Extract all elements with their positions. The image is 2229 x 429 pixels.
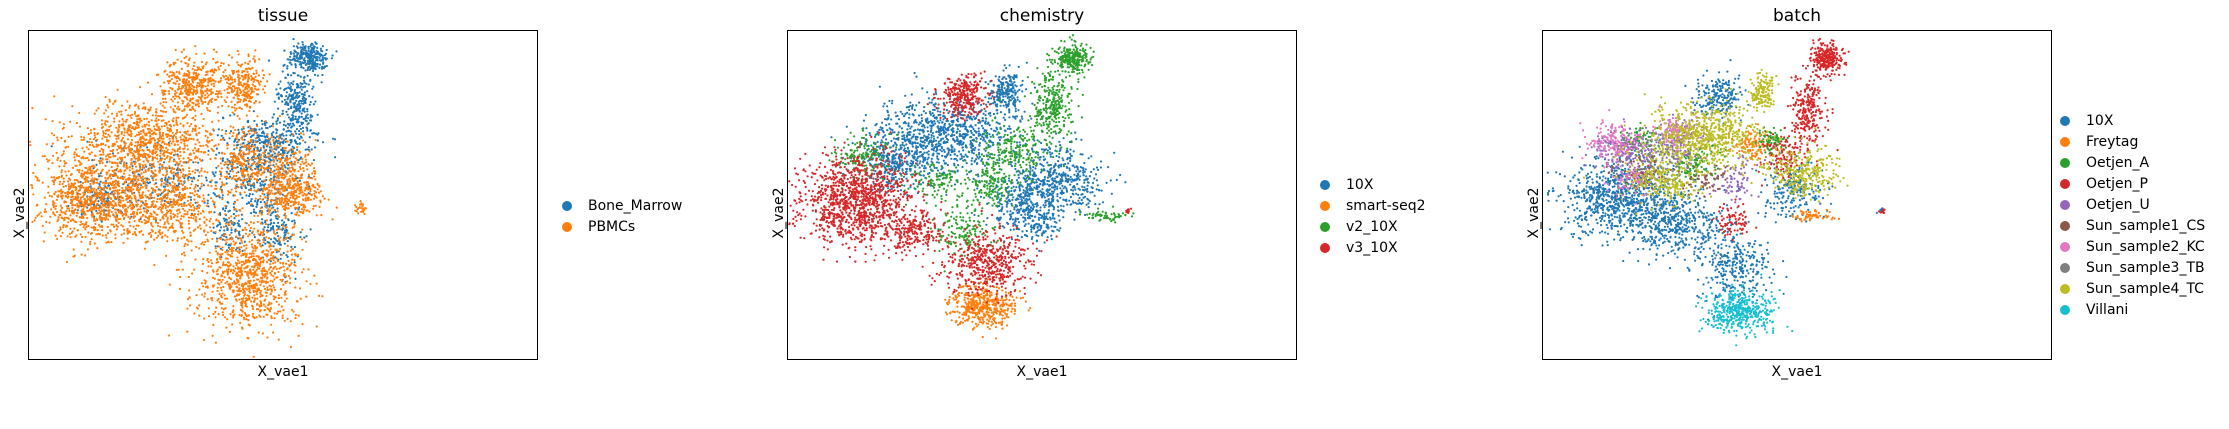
series-v3-10x (788, 70, 1133, 310)
legend-item: 10X (2060, 110, 2205, 131)
series-sun-sample4-tc (1582, 68, 1849, 215)
legend-marker (1320, 200, 1330, 211)
legend: 10X smart-seq2 v2_10X v3_10X (1320, 174, 1426, 258)
legend-label: smart-seq2 (1346, 197, 1426, 214)
legend-label: Sun_sample4_TC (2086, 280, 2204, 297)
y-axis-label: X_vae2 (12, 187, 28, 239)
legend-marker (2060, 220, 2070, 231)
legend-label: Sun_sample3_TB (2086, 259, 2205, 276)
legend-marker (2060, 199, 2070, 210)
scatter-plot (788, 34, 1135, 340)
legend-marker (2060, 304, 2070, 315)
chart-panel-chemistry: chemistry X_vae2 X_vae1 10X smart-seq2 v2_… (760, 0, 1500, 429)
legend-label: 10X (1346, 176, 1374, 193)
legend-item: smart-seq2 (1320, 195, 1426, 216)
legend-item: Oetjen_P (2060, 173, 2205, 194)
legend-marker (2060, 283, 2070, 294)
legend-label: Sun_sample1_CS (2086, 217, 2206, 234)
series-villani (1695, 273, 1794, 347)
legend-item: Bone_Marrow (562, 195, 682, 216)
plot-area (1542, 30, 2052, 360)
legend-label: v3_10X (1346, 239, 1398, 256)
chart-panel-batch: batch X_vae2 X_vae1 10X Freytag Oetjen_A Oe… (1515, 0, 2229, 429)
legend-item: Oetjen_U (2060, 194, 2205, 215)
legend-item: 10X (1320, 174, 1426, 195)
legend-item: Sun_sample4_TC (2060, 278, 2205, 299)
legend-marker (2060, 241, 2070, 252)
legend-marker (2060, 157, 2070, 168)
legend-item: Freytag (2060, 131, 2205, 152)
legend-item: Sun_sample2_KC (2060, 236, 2205, 257)
scatter-plot (29, 38, 367, 358)
y-axis-label: X_vae2 (1526, 187, 1542, 239)
legend-item: PBMCs (562, 216, 682, 237)
x-axis-label: X_vae1 (1016, 364, 1068, 380)
legend-label: v2_10X (1346, 218, 1398, 235)
legend-label: 10X (2086, 112, 2114, 129)
legend-marker (2060, 115, 2070, 126)
chart-title: tissue (257, 6, 309, 26)
series-smart-seq2 (944, 277, 1032, 340)
chart-panel-tissue: tissue X_vae2 X_vae1 Bone_Marrow PBMCs (0, 0, 740, 429)
y-axis-label: X_vae2 (771, 187, 787, 239)
series-10x (830, 61, 1127, 252)
legend-marker (1320, 242, 1330, 253)
legend-label: Freytag (2086, 133, 2139, 150)
chart-title: chemistry (999, 6, 1085, 26)
legend-marker (2060, 178, 2070, 189)
legend-item: Villani (2060, 299, 2205, 320)
legend-marker (1320, 221, 1330, 232)
legend-item: Sun_sample1_CS (2060, 215, 2205, 236)
legend: 10X Freytag Oetjen_A Oetjen_P Oetjen_U Sun_sa… (2060, 110, 2205, 320)
legend-label: PBMCs (588, 218, 636, 235)
legend-item: v3_10X (1320, 237, 1426, 258)
x-axis-label: X_vae1 (257, 364, 309, 380)
plot-area (787, 30, 1297, 360)
scatter-plot (1546, 37, 1886, 347)
plot-area (28, 30, 538, 360)
legend-marker (2060, 262, 2070, 273)
chart-title: batch (1773, 6, 1821, 26)
legend-label: Oetjen_U (2086, 196, 2150, 213)
legend-item: Sun_sample3_TB (2060, 257, 2205, 278)
legend-item: Oetjen_A (2060, 152, 2205, 173)
legend-label: Bone_Marrow (588, 197, 683, 214)
legend-label: Sun_sample2_KC (2086, 238, 2205, 255)
legend-item: v2_10X (1320, 216, 1426, 237)
legend-marker (1320, 179, 1330, 190)
x-axis-label: X_vae1 (1771, 364, 1823, 380)
legend: Bone_Marrow PBMCs (562, 195, 682, 237)
legend-marker (562, 221, 572, 232)
legend-label: Oetjen_P (2086, 175, 2148, 192)
legend-marker (2060, 136, 2070, 147)
series-pbmcs (29, 45, 367, 358)
series-10x (1546, 59, 1885, 321)
legend-label: Oetjen_A (2086, 154, 2150, 171)
legend-marker (562, 200, 572, 211)
legend-label: Villani (2086, 301, 2129, 318)
series-oetjen-p (1711, 37, 1886, 242)
